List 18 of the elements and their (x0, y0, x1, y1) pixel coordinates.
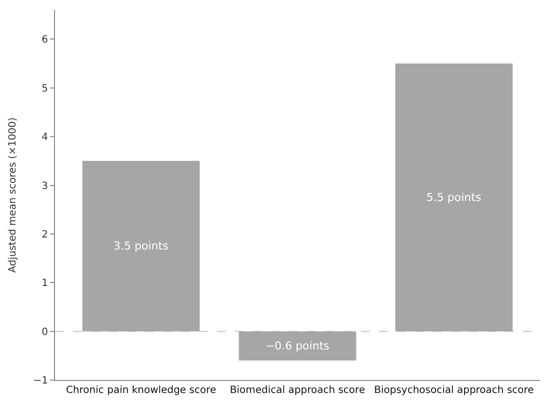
x-tick-label: Biomedical approach score (230, 385, 366, 396)
y-tick-label: 5 (42, 83, 48, 94)
bar (238, 331, 356, 361)
y-tick-label: 4 (42, 132, 48, 144)
y-axis-title: Adjusted mean scores (×1000) (7, 117, 18, 273)
y-tick-label: −1 (33, 376, 48, 386)
bar (82, 160, 200, 332)
y-tick-label: 3 (42, 180, 48, 192)
bar (395, 64, 513, 332)
x-tick-label: Chronic pain knowledge score (66, 385, 216, 396)
x-tick-label: Biopsychosocial approach score (374, 385, 534, 396)
data-label: 5.5 points (426, 190, 482, 204)
data-label: −0.6 points (265, 339, 330, 352)
y-tick-label: 2 (42, 229, 48, 240)
y-tick-label: 1 (42, 278, 48, 290)
data-label: 3.5 points (114, 240, 169, 253)
y-tick-label: 6 (42, 34, 48, 46)
y-tick-label: 0 (42, 326, 48, 338)
